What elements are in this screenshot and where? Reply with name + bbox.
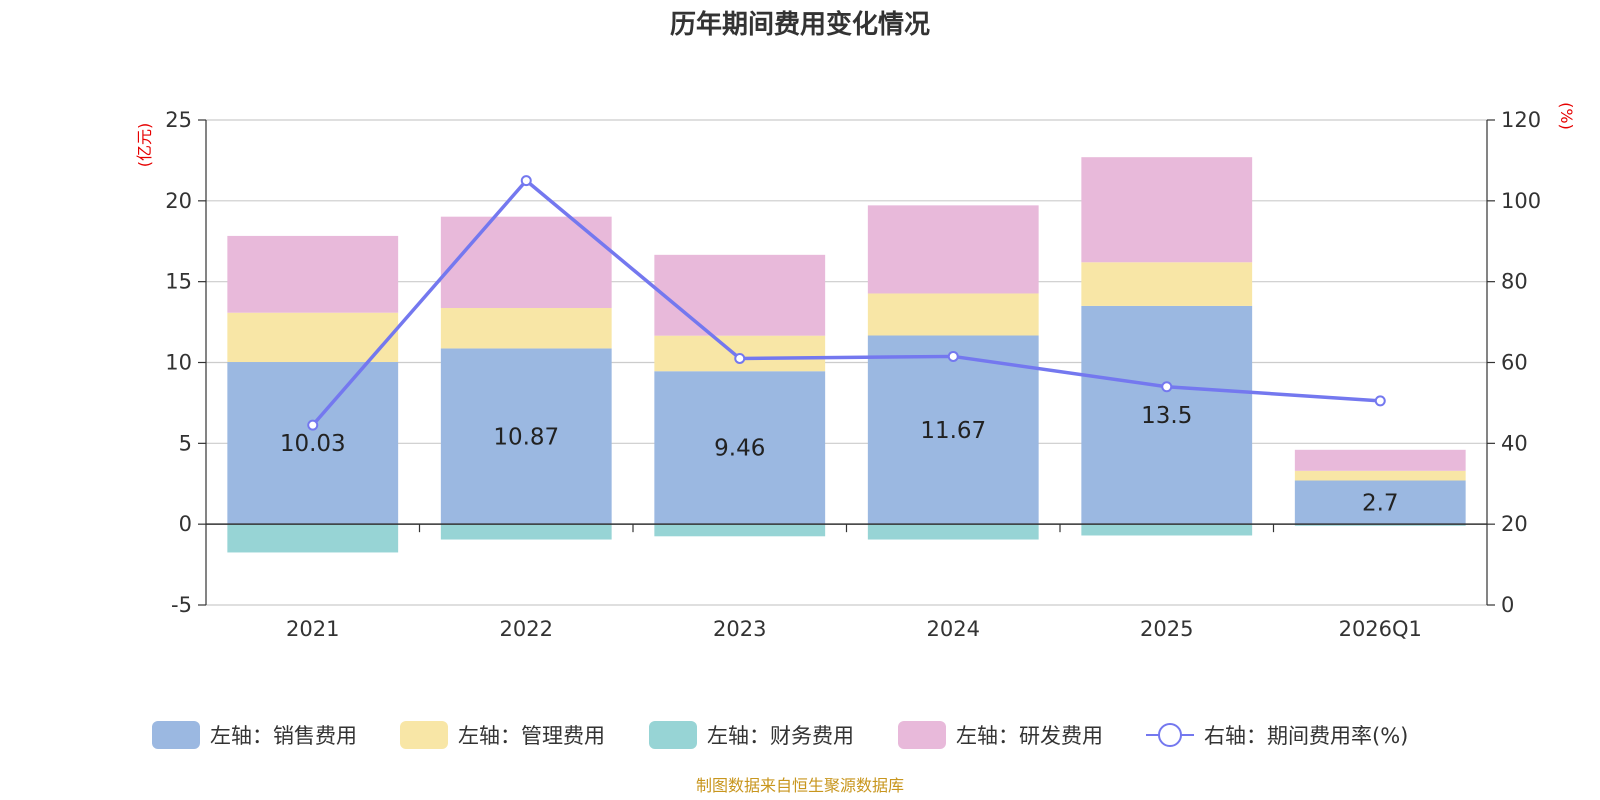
bar-0-2022: [440, 348, 612, 525]
legend-swatch-0: [152, 721, 200, 749]
bar-0-2026Q1: [1294, 480, 1466, 525]
data-label-2026Q1: 2.7: [1362, 490, 1399, 516]
legend-label-1: 左轴：管理费用: [458, 724, 605, 748]
bar-3-2023: [654, 254, 826, 336]
legend-label-2: 左轴：财务费用: [707, 724, 854, 748]
legend-swatch-2: [649, 721, 697, 749]
expense-rate-line: [307, 175, 1386, 431]
x-tick-label-2024: 2024: [927, 617, 980, 641]
bar-1-2022: [440, 308, 612, 349]
bar-finance-2025: [1081, 524, 1253, 536]
right-tick-label-0: 0: [1501, 593, 1514, 617]
left-tick-label-1: 0: [179, 512, 192, 536]
data-label-2025: 13.5: [1141, 403, 1192, 429]
right-tick-label-5: 100: [1501, 189, 1541, 213]
data-label-2022: 10.87: [493, 424, 559, 450]
left-tick-label-0: -5: [171, 593, 192, 617]
bar-finance-2024: [867, 524, 1039, 540]
bar-3-2021: [227, 235, 399, 313]
bar-3-2022: [440, 216, 612, 309]
right-tick-label-3: 60: [1501, 351, 1528, 375]
rate-point-2026Q1: [1374, 395, 1386, 407]
legend-label-4: 右轴：期间费用率(%): [1204, 724, 1408, 748]
bar-series: [227, 157, 1466, 553]
x-tick-label-2025: 2025: [1140, 617, 1193, 641]
legend-label-0: 左轴：销售费用: [210, 724, 357, 748]
bar-finance-2022: [440, 524, 612, 540]
source-note: 制图数据来自恒生聚源数据库: [696, 776, 904, 795]
bar-3-2025: [1081, 157, 1253, 263]
x-tick-label-2026Q1: 2026Q1: [1339, 617, 1422, 641]
x-tick-label-2022: 2022: [500, 617, 553, 641]
data-label-2024: 11.67: [920, 418, 986, 444]
rate-point-2021: [307, 419, 319, 431]
bar-finance-2023: [654, 524, 826, 537]
right-tick-label-6: 120: [1501, 108, 1541, 132]
bar-0-2023: [654, 371, 826, 525]
rate-point-2023: [734, 352, 746, 364]
chart-title: 历年期间费用变化情况: [670, 9, 930, 40]
bar-1-2026Q1: [1294, 470, 1466, 481]
data-label-2021: 10.03: [280, 431, 346, 457]
legend-swatch-1: [400, 721, 448, 749]
right-tick-label-4: 80: [1501, 270, 1528, 294]
legend-marker-icon: [1158, 723, 1182, 747]
left-axis-unit: (亿元): [135, 123, 154, 168]
data-labels: 10.03 10.87 9.46 11.67 13.5 2.7: [280, 403, 1399, 516]
right-tick-label-2: 40: [1501, 431, 1528, 455]
bar-3-2024: [867, 205, 1039, 294]
right-tick-label-1: 20: [1501, 512, 1528, 536]
bar-0-2025: [1081, 305, 1253, 525]
bar-finance-2026Q1: [1294, 524, 1466, 526]
rate-point-2022: [520, 175, 532, 187]
rate-point-2024: [947, 350, 959, 362]
gridlines: [206, 119, 1487, 606]
right-axis-unit: (%): [1557, 102, 1576, 130]
x-tick-label-2021: 2021: [286, 617, 339, 641]
left-tick-label-5: 20: [165, 189, 192, 213]
legend: 左轴：销售费用 左轴：管理费用 左轴：财务费用 左轴：研发费用 右轴：期间费用率(%): [152, 721, 1408, 749]
bar-3-2026Q1: [1294, 449, 1466, 471]
bar-1-2025: [1081, 262, 1253, 306]
left-tick-label-6: 25: [165, 108, 192, 132]
bar-finance-2021: [227, 524, 399, 553]
left-tick-label-3: 10: [165, 351, 192, 375]
left-tick-label-2: 5: [179, 431, 192, 455]
data-label-2023: 9.46: [714, 436, 765, 462]
legend-label-3: 左轴：研发费用: [956, 724, 1103, 748]
bar-1-2024: [867, 293, 1039, 336]
x-tick-label-2023: 2023: [713, 617, 766, 641]
rate-polyline: [311, 178, 1381, 427]
left-tick-label-4: 15: [165, 270, 192, 294]
bar-0-2021: [227, 362, 399, 525]
bar-0-2024: [867, 335, 1039, 525]
bar-1-2021: [227, 312, 399, 363]
rate-point-2025: [1161, 381, 1173, 393]
legend-swatch-3: [898, 721, 946, 749]
